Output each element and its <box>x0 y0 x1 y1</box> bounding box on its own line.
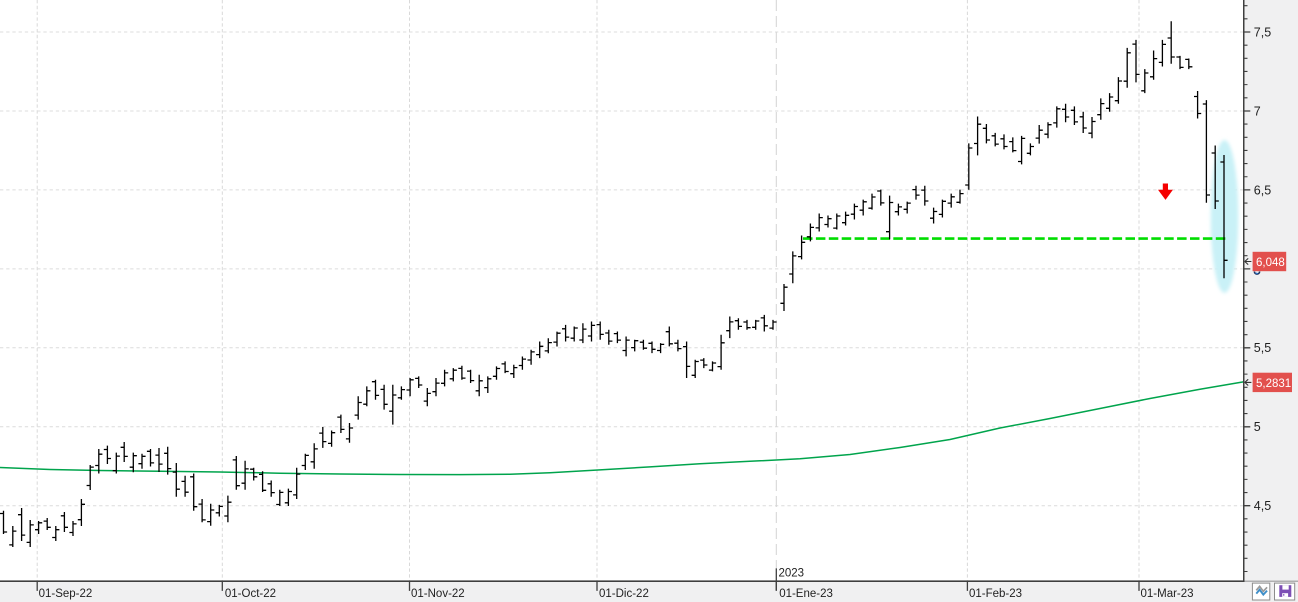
svg-text:5,2831: 5,2831 <box>1256 378 1291 390</box>
svg-text:5: 5 <box>1254 420 1261 434</box>
svg-text:4,5: 4,5 <box>1254 499 1271 513</box>
svg-text:01-Mar-23: 01-Mar-23 <box>1141 588 1194 600</box>
svg-text:01-Sep-22: 01-Sep-22 <box>39 588 93 600</box>
svg-text:6,048: 6,048 <box>1256 257 1285 269</box>
svg-text:01-Ene-23: 01-Ene-23 <box>779 588 833 600</box>
svg-text:01-Feb-23: 01-Feb-23 <box>969 588 1022 600</box>
svg-text:5,5: 5,5 <box>1254 341 1271 355</box>
svg-text:6,5: 6,5 <box>1254 183 1271 197</box>
svg-text:7: 7 <box>1254 104 1261 118</box>
svg-text:01-Dic-22: 01-Dic-22 <box>599 588 649 600</box>
svg-text:01-Nov-22: 01-Nov-22 <box>411 588 465 600</box>
svg-text:01-Oct-22: 01-Oct-22 <box>225 588 276 600</box>
svg-text:7,5: 7,5 <box>1254 25 1271 39</box>
svg-text:2023: 2023 <box>779 568 805 580</box>
